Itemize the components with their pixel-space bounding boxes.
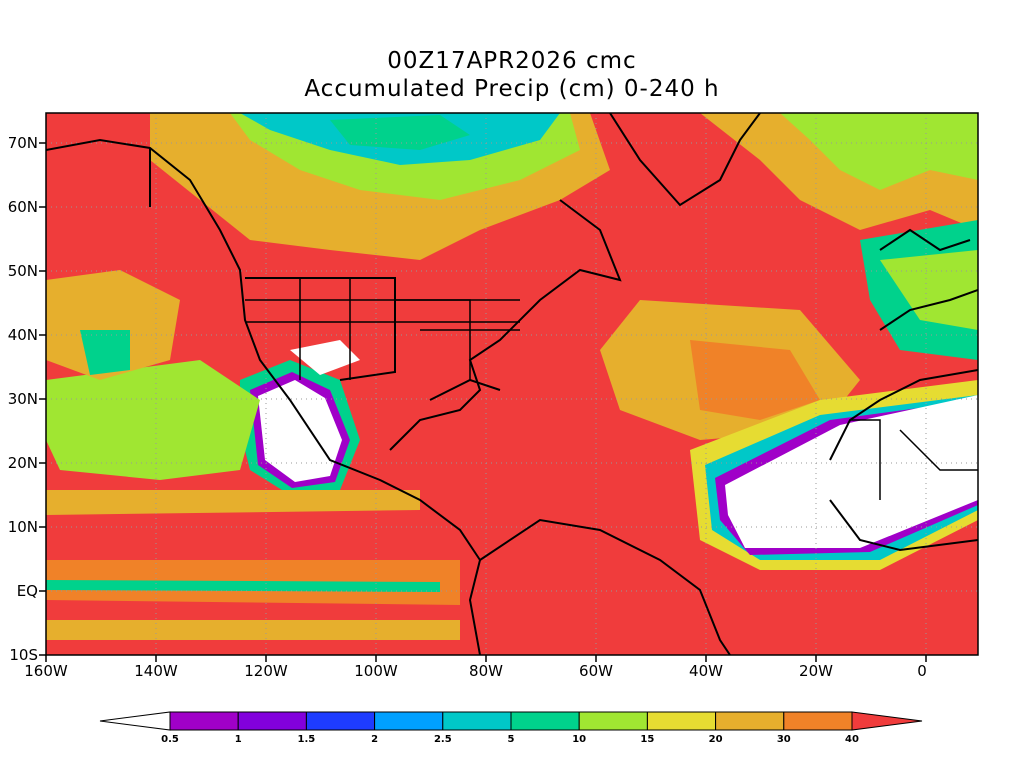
axis-tick-marks (39, 142, 927, 662)
plot-frame (45, 112, 979, 656)
y-tick-label: 40N (7, 326, 38, 344)
legend-swatch (442, 711, 512, 731)
legend-swatch (169, 711, 239, 731)
x-tick-label: 40W (689, 662, 723, 680)
itcz-gold-band (46, 490, 420, 515)
legend-arrow-high (851, 711, 923, 731)
y-tick-label: 10S (9, 646, 38, 664)
legend-swatch (374, 711, 444, 731)
x-tick-label: 120W (244, 662, 288, 680)
legend-arrow-low (99, 711, 171, 731)
y-tick-label: EQ (16, 582, 38, 600)
south-pacific-gold-band (46, 620, 460, 640)
arctic-green-zone (330, 115, 470, 150)
x-tick-label: 100W (354, 662, 398, 680)
atlantic-orange (690, 340, 820, 420)
y-tick-label: 10N (7, 518, 38, 536)
legend-label: 0.5 (161, 734, 179, 745)
legend-label: 30 (776, 734, 791, 745)
map-title-date: 00Z17APR2026 cmc (387, 48, 637, 74)
europe-lime (880, 250, 978, 330)
map-title-field: Accumulated Precip (cm) 0-240 h (304, 76, 720, 102)
north-pacific-green (80, 330, 130, 375)
graticule (46, 113, 978, 655)
north-pacific-gold (46, 270, 180, 380)
political-borders (245, 278, 978, 500)
legend-swatch (510, 711, 580, 731)
x-tick-label: 60W (579, 662, 613, 680)
legend-label: 1.5 (297, 734, 316, 745)
legend-swatch (783, 711, 853, 731)
x-tick-label: 20W (799, 662, 833, 680)
legend-swatch (305, 711, 376, 731)
legend-swatch (715, 711, 785, 731)
sahara-dry-area (725, 395, 978, 548)
x-tick-label: 0 (917, 662, 927, 680)
coastlines (46, 113, 978, 655)
y-tick-label: 20N (7, 454, 38, 472)
x-tick-label: 80W (469, 662, 503, 680)
greenland-sea-lime (780, 113, 978, 190)
y-tick-label: 70N (7, 134, 38, 152)
legend-label: 1 (234, 734, 242, 745)
legend-label: 2.5 (433, 734, 452, 745)
legend-label: 5 (507, 734, 515, 745)
legend-label: 2 (371, 734, 379, 745)
legend-swatch (646, 711, 717, 731)
y-tick-label: 30N (7, 390, 38, 408)
legend-swatch (237, 711, 307, 731)
pacific-lime-zone (46, 360, 260, 480)
equatorial-green-band (46, 580, 440, 592)
y-tick-label: 50N (7, 262, 38, 280)
legend-swatch (578, 711, 648, 731)
legend-label: 15 (640, 734, 655, 745)
x-tick-label: 160W (24, 662, 68, 680)
mexico-dry-area (258, 380, 342, 482)
southwest-dry-patch (290, 340, 360, 375)
precip-field (46, 113, 978, 655)
legend-label: 20 (708, 734, 723, 745)
x-tick-label: 140W (134, 662, 178, 680)
legend-label: 40 (845, 734, 859, 745)
legend-label: 10 (572, 734, 587, 745)
y-tick-label: 60N (7, 198, 38, 216)
